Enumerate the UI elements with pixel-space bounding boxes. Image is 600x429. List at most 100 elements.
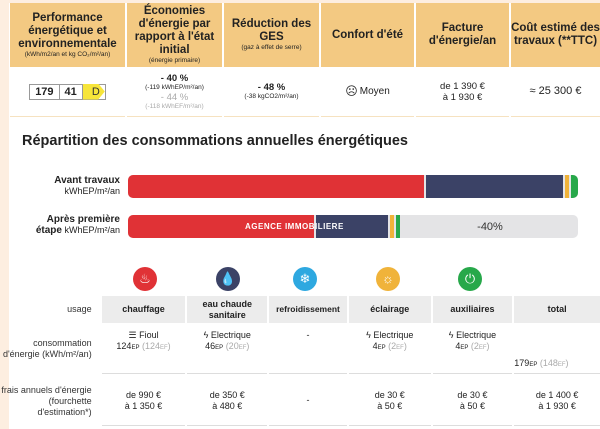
paren: ) (486, 341, 490, 351)
savings-primary: - 40 % (160, 72, 189, 84)
consumption-row: consommation d'énergie (kWh/m²/an) ☰ Fio… (0, 324, 600, 374)
header-performance: Performance énergétique et environnement… (10, 3, 125, 67)
savings-final-detail: (-118 kWhEF/m²/an) (145, 102, 204, 110)
ep-sub: EP (377, 345, 386, 351)
col-chauffage: chauffage (101, 296, 186, 323)
conso-auxiliaires: ϟ Electrique 4EP (2EF) (432, 324, 513, 374)
header-title: Économies d'énergie par rapport à l'état… (134, 5, 215, 56)
row-label-conso: consommation d'énergie (kWh/m²/an) (2, 338, 92, 359)
before-title: Avant travaux (54, 175, 120, 186)
ef: (124 (141, 341, 160, 351)
neutral-face-icon: ☹ (345, 84, 358, 98)
energy-type: - (306, 330, 310, 340)
before-auxiliaires-segment (571, 175, 578, 198)
header-sub: (kWh/m2/an et kg CO₂/m²/an) (24, 50, 111, 58)
ep: 179 (514, 358, 530, 368)
frais-from: de 990 € (126, 389, 162, 400)
col-refroidissement: refroidissement (269, 296, 347, 323)
energy-label: 179 41 D (29, 83, 106, 100)
after-title-2: étape (35, 225, 62, 236)
frais-to: à 50 € (377, 400, 403, 411)
ep: 46 (205, 341, 216, 351)
frais-from: de 30 € (374, 389, 405, 400)
frais-eau: de 350 € à 480 € (187, 376, 268, 426)
savings-primary-detail: (-119 kWhEP/m²/an) (145, 83, 204, 91)
watermark: AGENCE IMMOBILIERE (245, 222, 344, 231)
header-title: Réduction des GES (231, 18, 312, 43)
fuel-icon: ☰ (128, 330, 137, 340)
header-savings: Économies d'énergie par rapport à l'état… (127, 3, 222, 67)
cost-cell: ≈ 25 300 € (511, 67, 600, 117)
before-bar (128, 175, 578, 198)
paren: ) (403, 341, 407, 351)
top-border (0, 0, 600, 3)
after-chauffage-segment (128, 215, 314, 238)
row-label-usage: usage (67, 304, 92, 314)
before-chauffage-segment (128, 175, 424, 198)
ef: (2 (388, 341, 397, 351)
frais-from: de 350 € (209, 389, 245, 400)
comfort-value: Moyen (359, 86, 390, 97)
ep-sub: EP (529, 362, 538, 368)
header-title: Facture d'énergie/an (428, 22, 497, 47)
lightbulb-icon: ☼ (376, 267, 400, 291)
energy-type: Electrique (210, 330, 251, 340)
ef-sub: EF (238, 345, 247, 351)
ges-reduction: - 48 % (257, 82, 286, 93)
after-bar: -40% (128, 215, 578, 238)
header-comfort: Confort d'été (321, 3, 414, 67)
ep: 124 (116, 341, 132, 351)
ef: (20 (225, 341, 239, 351)
after-title: Après première (46, 214, 120, 225)
summary-table: Performance énergétique et environnement… (10, 3, 600, 117)
frais-chauffage: de 990 € à 1 350 € (101, 376, 186, 426)
power-icon: ⏻ (458, 267, 482, 291)
snowflake-icon: ❄ (293, 267, 317, 291)
ep-sub: EP (215, 345, 224, 351)
section-title: Répartition des consommations annuelles … (22, 133, 408, 149)
ef-sub: EF (557, 362, 566, 368)
frais-to: à 1 350 € (124, 400, 163, 411)
costs-row: frais annuels d'énergie (fourchette d'es… (0, 376, 600, 426)
frais-to: à 1 930 € (538, 400, 576, 411)
usage-header-row: usage chauffage eau chaude sanitaire ref… (0, 296, 600, 323)
ep-sub: EP (460, 345, 469, 351)
after-unit: kWhEP/m²/an (64, 225, 120, 235)
ef: (148 (539, 358, 558, 368)
savings-cell: - 40 % (-119 kWhEP/m²/an) - 44 % (-118 kWhE… (127, 67, 222, 117)
frais-refroidissement: - (269, 376, 347, 426)
bill-to: à 1 930 € (442, 91, 483, 103)
energy-type: Electrique (373, 330, 414, 340)
paren: ) (565, 358, 569, 368)
col-total: total (514, 296, 600, 323)
water-drop-icon: 💧 (216, 267, 240, 291)
reduction-label: -40% (477, 220, 503, 233)
after-eau-segment (316, 215, 388, 238)
ef-sub: EF (478, 345, 487, 351)
frais-total: de 1 400 € à 1 930 € (514, 376, 600, 426)
conso-total: 179EP (148EF) (514, 324, 600, 374)
after-auxiliaires-segment (396, 215, 400, 238)
row-label-frais: frais annuels d'énergie (fourchette d'es… (1, 384, 92, 417)
after-label: Après première étape kWhEP/m²/an (36, 214, 120, 236)
before-eclairage-segment (565, 175, 569, 198)
ges-detail: (-38 kgCO2/m²/an) (244, 93, 299, 100)
frais-eclairage: de 30 € à 50 € (348, 376, 431, 426)
paren: ) (167, 341, 171, 351)
after-eclairage-segment (390, 215, 394, 238)
before-eau-segment (426, 175, 563, 198)
header-cost: Coût estimé des travaux (**TTC) (511, 3, 600, 67)
left-border (0, 0, 9, 429)
header-sub: (énergie primaire) (148, 57, 201, 64)
energy-type: Electrique (456, 330, 497, 340)
paren: ) (246, 341, 250, 351)
lightning-icon: ϟ (366, 330, 371, 340)
ep: 4 (455, 341, 461, 351)
ep-sub: EP (131, 345, 140, 351)
col-eau-chaude: eau chaude sanitaire (187, 296, 268, 323)
before-label: Avant travaux kWhEP/m²/an (54, 175, 120, 197)
before-unit: kWhEP/m²/an (64, 186, 120, 196)
header-title: Coût estimé des travaux (**TTC) (511, 22, 600, 47)
frais-value: - (306, 395, 310, 405)
header-ges: Réduction des GES (gaz à effet de serre) (224, 3, 319, 67)
